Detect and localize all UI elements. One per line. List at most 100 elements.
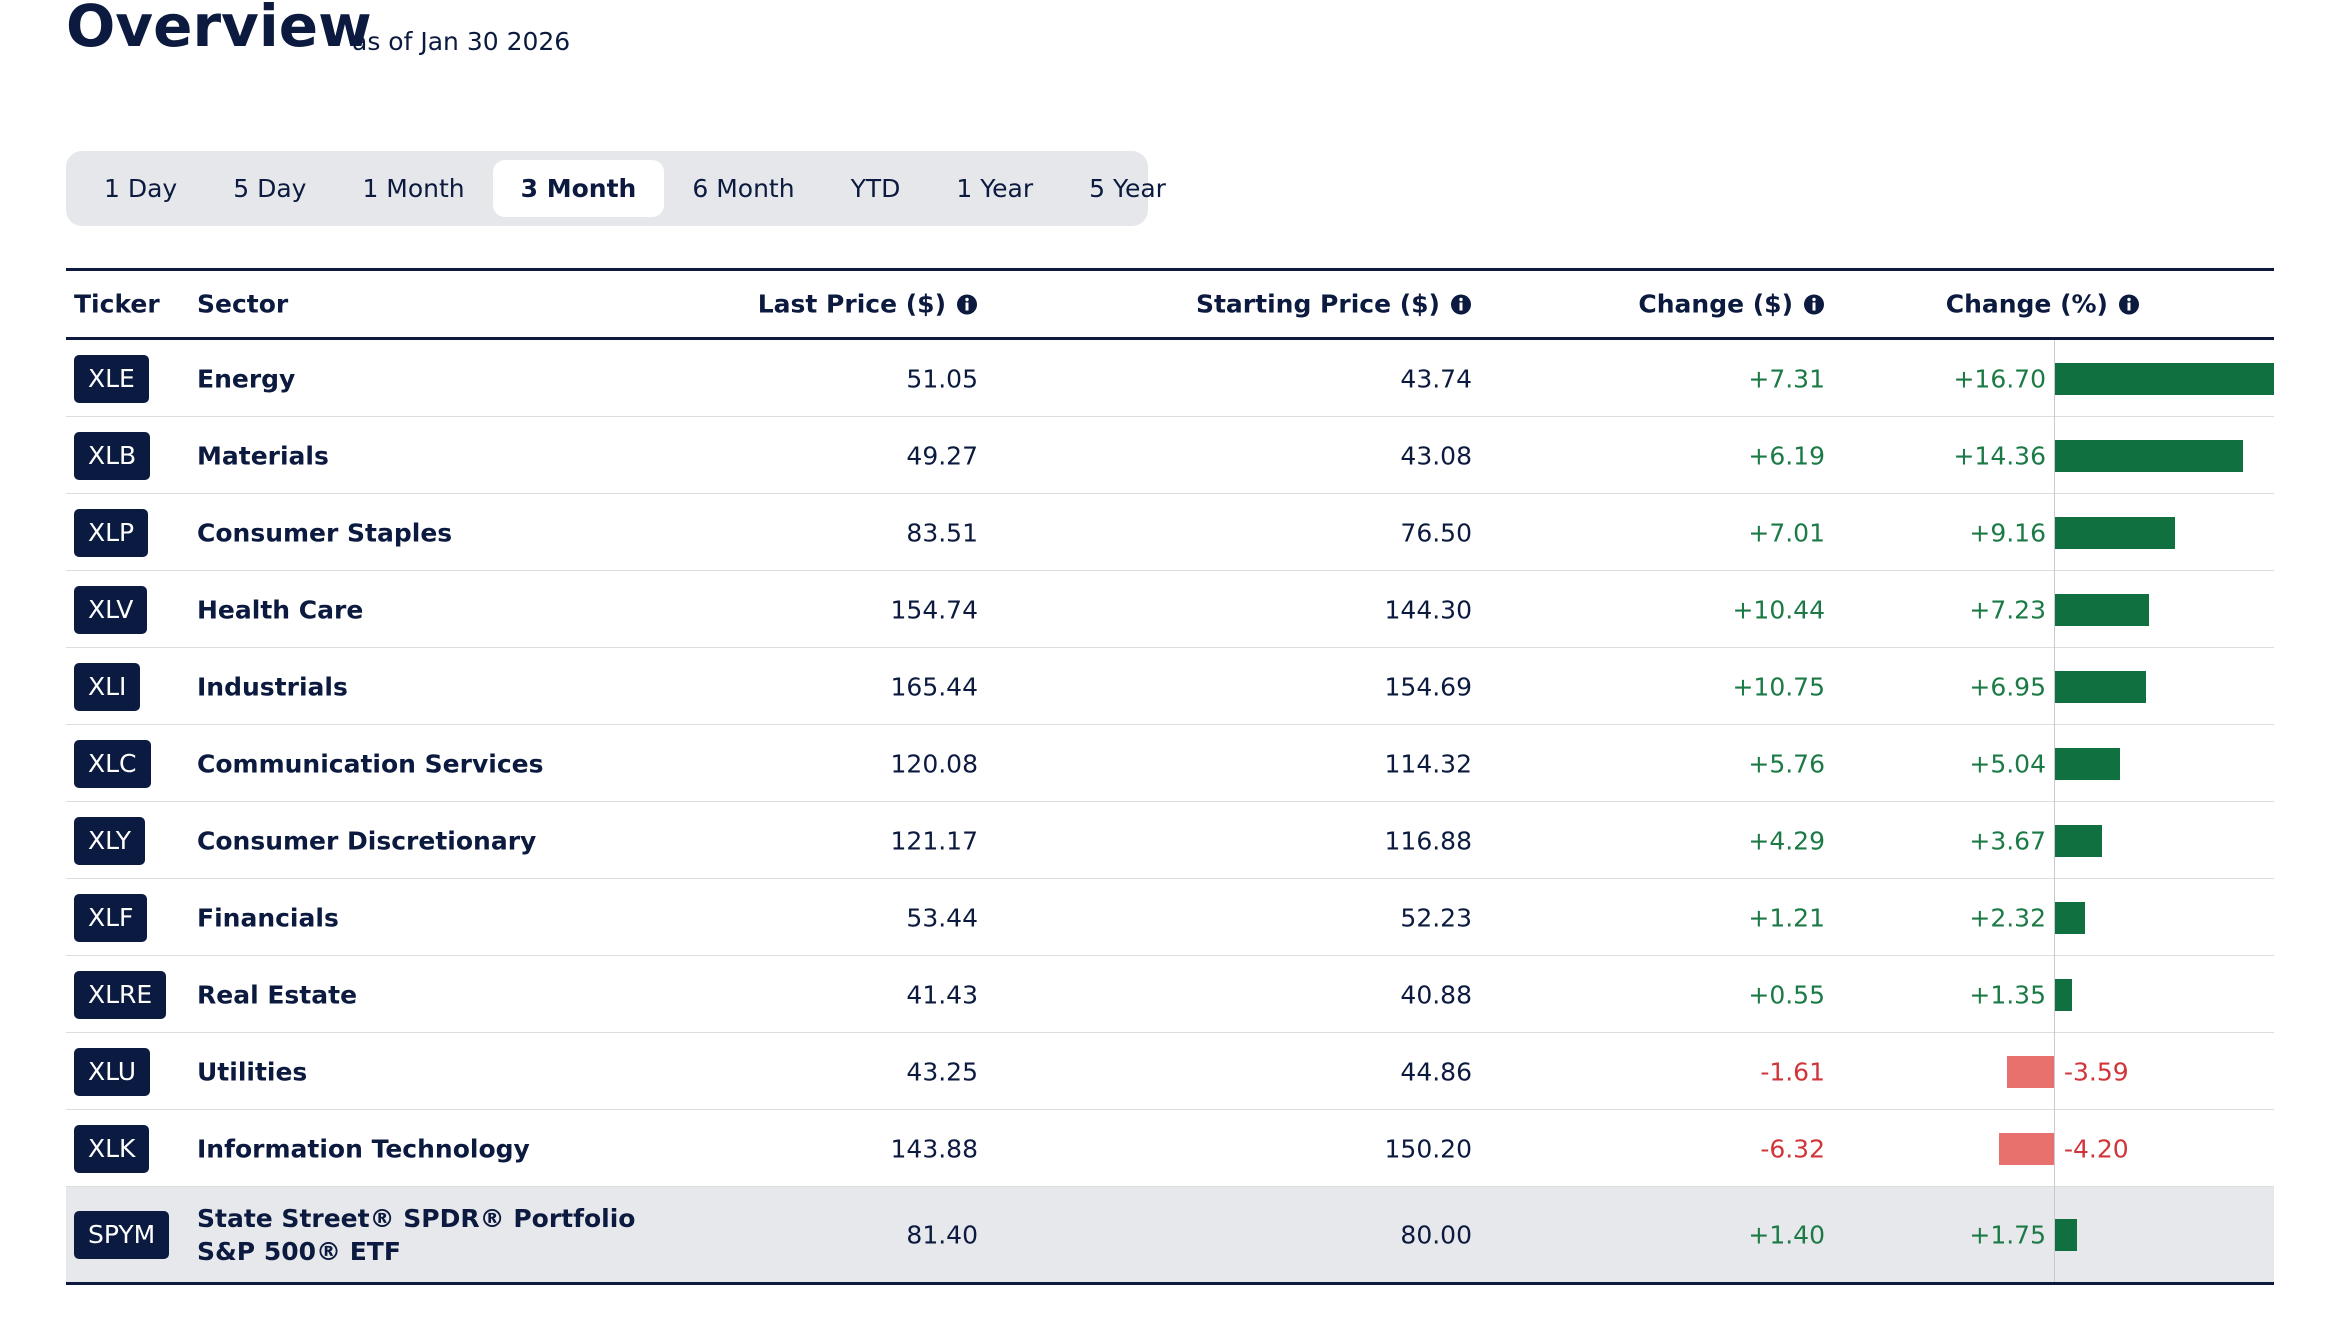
table-bottom-border (66, 1282, 2274, 1285)
last-price: 53.44 (906, 903, 978, 932)
subtitle: as of Jan 30 2026 (352, 27, 571, 56)
sector-name: Real Estate (197, 980, 358, 1009)
column-header-text: Starting Price ($) (1195, 289, 1440, 319)
ticker-badge: XLI (74, 662, 141, 711)
change-pct-bar (1998, 1132, 2054, 1165)
tab[interactable]: YTD (850, 174, 901, 203)
ticker-badge: XLC (74, 739, 151, 788)
last-price: 43.25 (906, 1057, 978, 1086)
ticker-badge: XLY (74, 816, 146, 865)
tab[interactable]: 6 Month (692, 174, 795, 203)
last-price: 121.17 (890, 826, 978, 855)
row-divider (66, 724, 2274, 725)
table-top-border (66, 268, 2274, 271)
change-pct-bar (2054, 824, 2103, 857)
ticker-badge: XLF (74, 893, 148, 942)
ticker-badge: XLK (74, 1124, 150, 1173)
sector-name: Consumer Discretionary (197, 826, 537, 855)
column-header: Change (%) (1946, 290, 2140, 319)
title: Overview (66, 0, 372, 60)
row-divider (66, 1186, 2274, 1187)
row-divider (66, 493, 2274, 494)
tab[interactable]: 3 Month (492, 160, 665, 217)
info-icon[interactable] (956, 293, 978, 315)
ticker-badge: XLU (74, 1047, 151, 1096)
last-price: 49.27 (906, 441, 978, 470)
tab[interactable]: 1 Year (956, 174, 1034, 203)
column-header-text: Change ($) (1638, 289, 1793, 319)
change-dollar: -6.32 (1760, 1134, 1825, 1163)
info-icon[interactable] (1803, 293, 1825, 315)
change-pct-bar (2054, 747, 2121, 780)
change-dollar: +10.44 (1732, 595, 1825, 624)
change-dollar: +7.31 (1748, 364, 1825, 393)
sector-name: Materials (197, 441, 329, 470)
change-pct-label: +14.36 (1953, 441, 2046, 470)
row-divider (66, 801, 2274, 802)
change-pct-label: +7.23 (1969, 595, 2046, 624)
ticker-badge: SPYM (74, 1211, 170, 1259)
row-divider (66, 570, 2274, 571)
change-pct-label: +3.67 (1969, 826, 2046, 855)
column-header: Ticker (74, 290, 160, 319)
starting-price: 40.88 (1400, 980, 1472, 1009)
last-price: 81.40 (906, 1220, 978, 1250)
change-pct-label: +9.16 (1969, 518, 2046, 547)
ticker-badge: XLP (74, 508, 149, 557)
last-price: 165.44 (890, 672, 978, 701)
sector-name: Consumer Staples (197, 518, 453, 547)
starting-price: 150.20 (1384, 1134, 1472, 1163)
info-icon[interactable] (2118, 293, 2140, 315)
ticker-badge: XLRE (74, 970, 167, 1019)
ticker-badge: XLB (74, 431, 151, 480)
zero-line (2054, 340, 2055, 1283)
change-pct-label: -3.59 (2064, 1057, 2129, 1086)
row-divider (66, 1109, 2274, 1110)
sector-name: State Street® SPDR® Portfolio S&P 500® E… (197, 1204, 636, 1266)
change-pct-bar (2006, 1055, 2054, 1088)
change-pct-label: +16.70 (1953, 364, 2046, 393)
starting-price: 43.74 (1400, 364, 1472, 393)
change-pct-label: +6.95 (1969, 672, 2046, 701)
tab[interactable]: 5 Day (233, 174, 307, 203)
ticker-badge: XLV (74, 585, 148, 634)
tab[interactable]: 5 Year (1089, 174, 1166, 203)
change-pct-label: +1.75 (1969, 1220, 2046, 1250)
column-header: Change ($) (1638, 290, 1825, 319)
change-dollar: +0.55 (1748, 980, 1825, 1009)
info-icon[interactable] (1450, 293, 1472, 315)
starting-price: 44.86 (1400, 1057, 1472, 1086)
starting-price: 76.50 (1400, 518, 1472, 547)
change-pct-bar (2054, 1219, 2078, 1251)
change-dollar: +4.29 (1748, 826, 1825, 855)
row-divider (66, 955, 2274, 956)
change-pct-bar (2054, 516, 2175, 549)
change-pct-bar (2054, 362, 2274, 395)
last-price: 83.51 (906, 518, 978, 547)
change-pct-label: -4.20 (2064, 1134, 2129, 1163)
column-header: Last Price ($) (758, 290, 978, 319)
last-price: 120.08 (890, 749, 978, 778)
tab[interactable]: 1 Month (362, 174, 465, 203)
ticker-badge: XLE (74, 354, 149, 403)
change-dollar: +5.76 (1748, 749, 1825, 778)
row-divider (66, 1032, 2274, 1033)
change-dollar: +6.19 (1748, 441, 1825, 470)
starting-price: 154.69 (1384, 672, 1472, 701)
column-header-text: Change (%) (1945, 289, 2108, 319)
change-pct-bar (2054, 439, 2244, 472)
last-price: 154.74 (890, 595, 978, 624)
row-highlight (66, 1187, 2274, 1283)
sector-name: Financials (197, 903, 339, 932)
change-pct-label: +5.04 (1969, 749, 2046, 778)
column-header: Starting Price ($) (1196, 290, 1472, 319)
change-dollar: +7.01 (1748, 518, 1825, 547)
starting-price: 43.08 (1400, 441, 1472, 470)
sector-name: Communication Services (197, 749, 544, 778)
last-price: 143.88 (890, 1134, 978, 1163)
change-dollar: +1.40 (1748, 1220, 1825, 1250)
tab[interactable]: 1 Day (104, 174, 178, 203)
last-price: 51.05 (906, 364, 978, 393)
row-divider (66, 416, 2274, 417)
